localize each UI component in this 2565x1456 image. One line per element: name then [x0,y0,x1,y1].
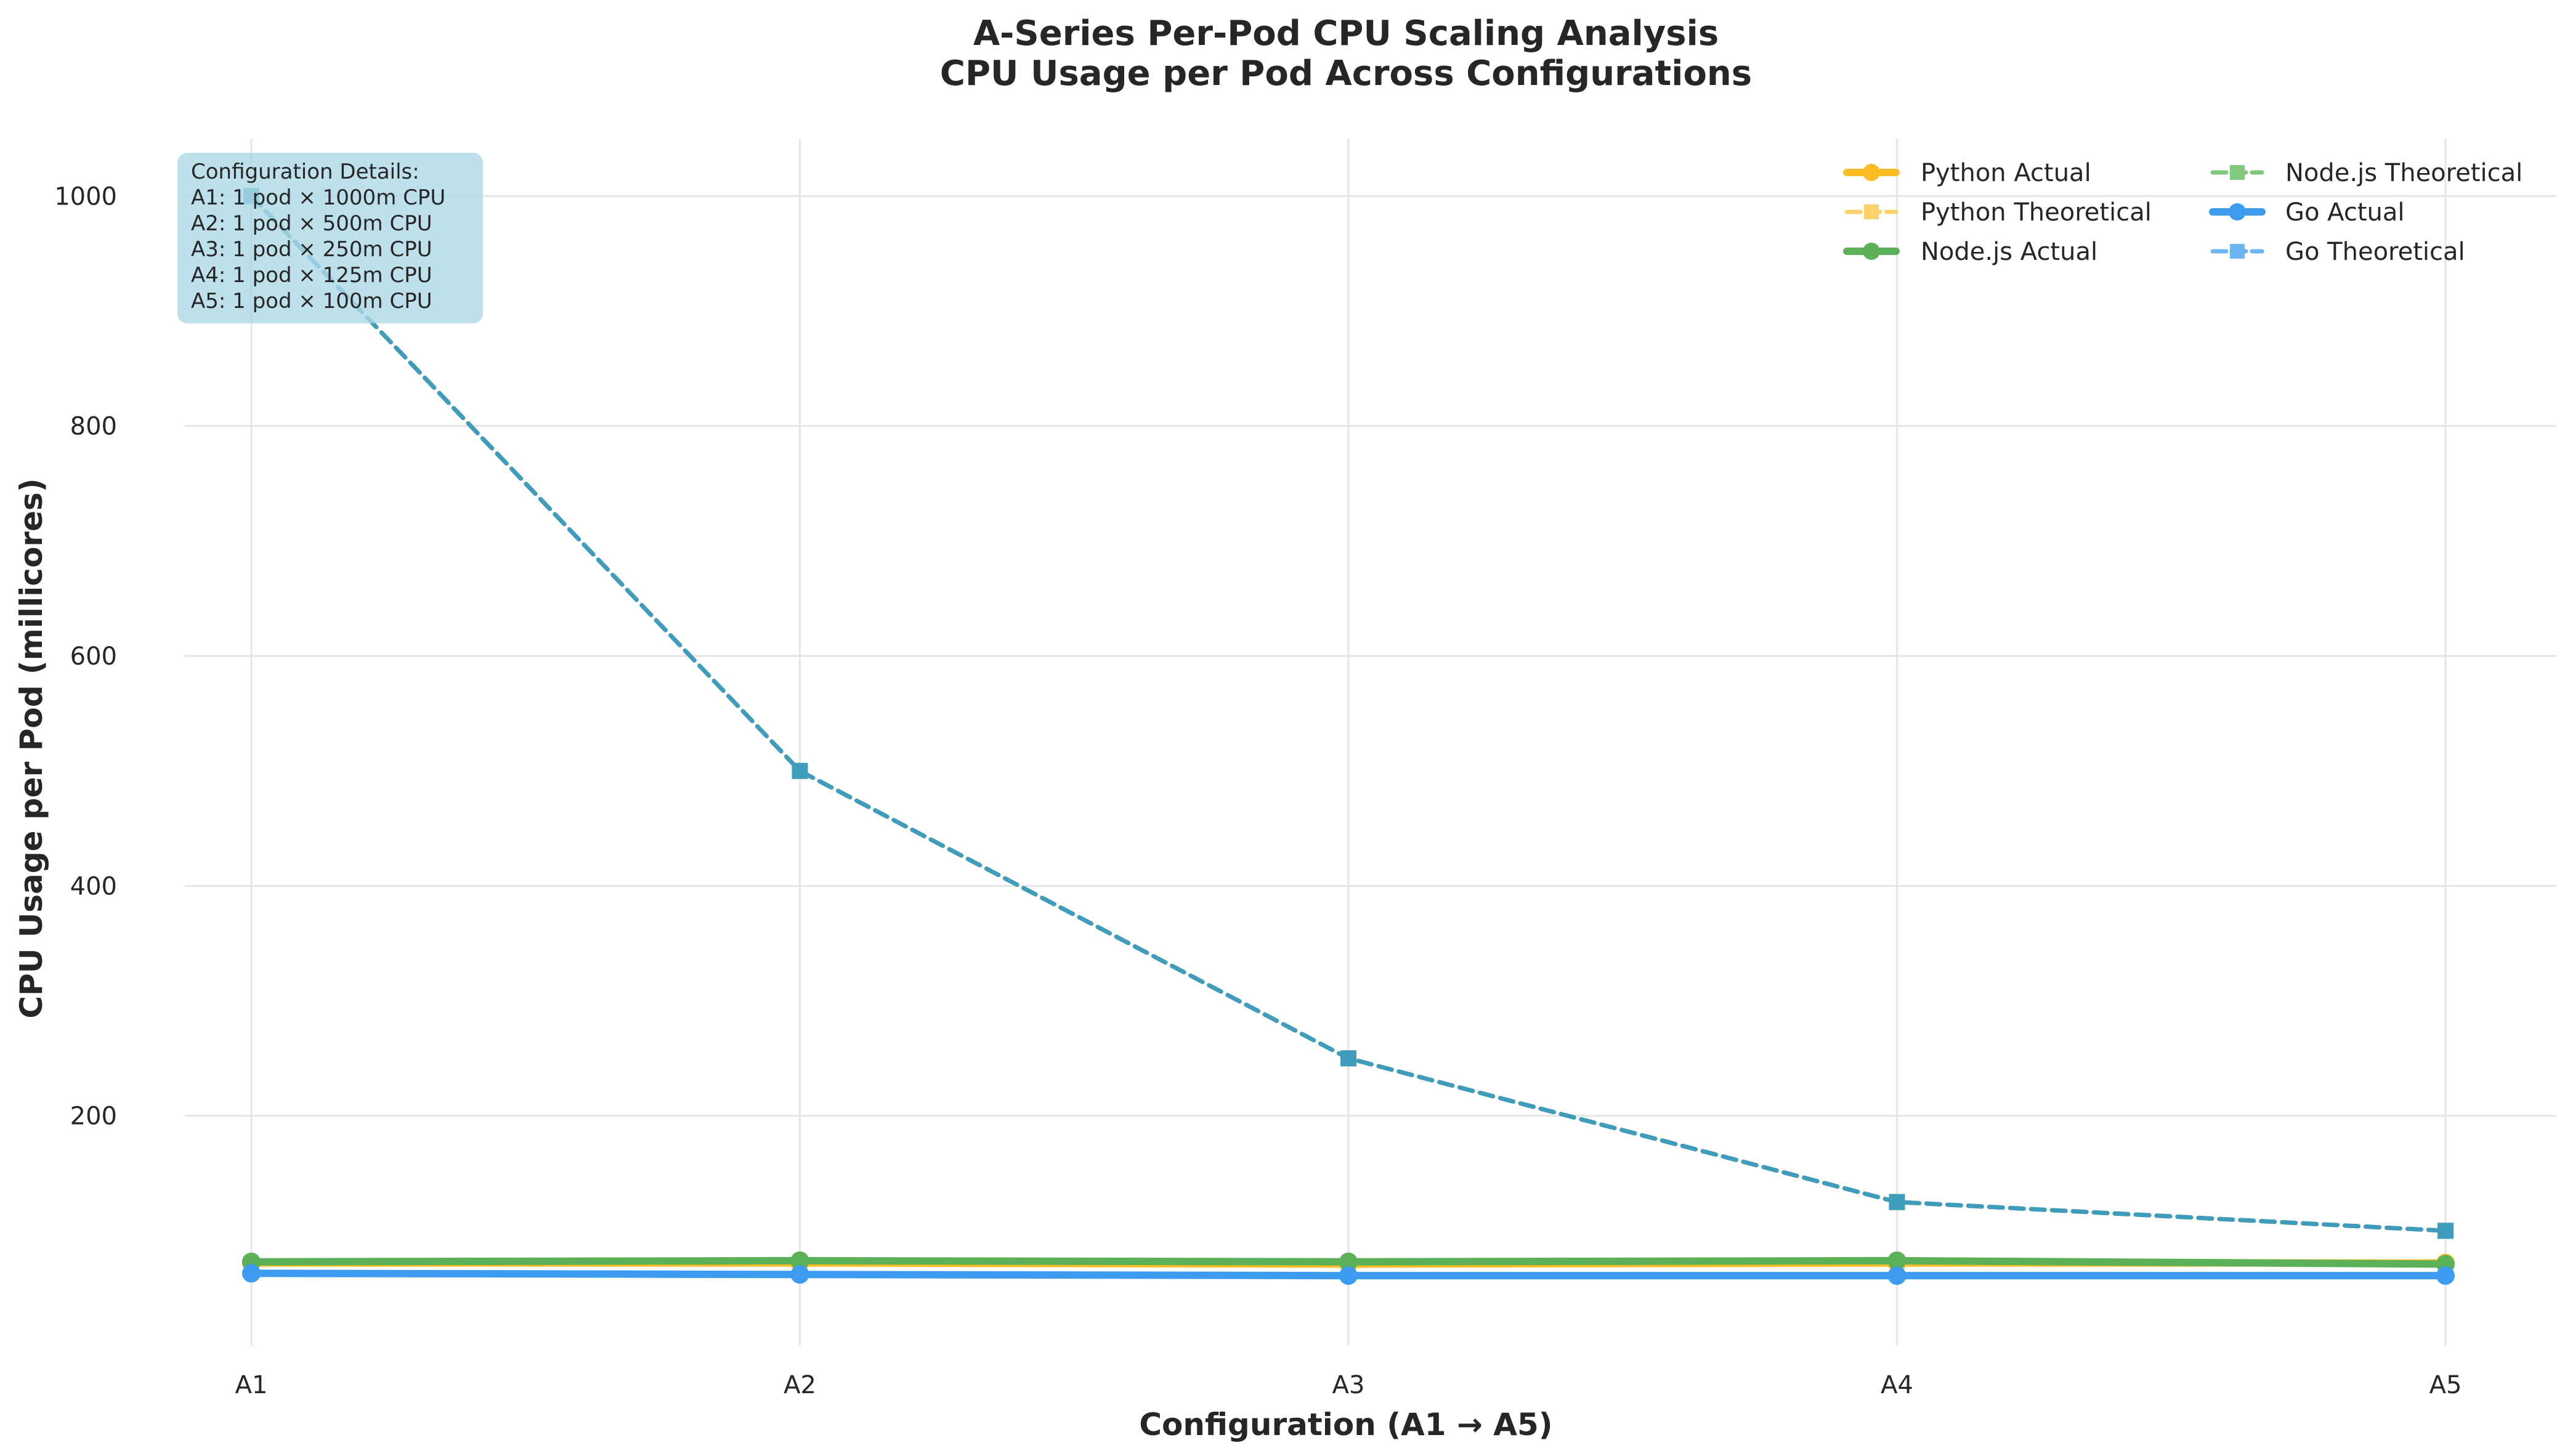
y-tick-label: 200 [70,1102,117,1131]
legend-marker-nodejs-actual [1863,243,1880,260]
legend-marker-go-theoretical [2230,244,2245,259]
annotation-line: A3: 1 pod × 250m CPU [191,237,432,262]
series-go-actual [242,1264,2455,1285]
legend-item-nodejs-theoretical: Node.js Theoretical [2210,159,2522,187]
chart-subtitle: CPU Usage per Pod Across Configurations [940,54,1752,94]
annotation-background [177,153,483,323]
data-point-node-js-actual [1887,1251,1907,1270]
annotation-line: Configuration Details: [191,160,419,184]
legend: Python Actual Python Theoretical Node.js… [1843,159,2522,266]
legend-item-go-theoretical: Go Theoretical [2210,238,2465,266]
annotation-line: A5: 1 pod × 100m CPU [191,289,432,313]
legend-label: Go Actual [2285,198,2405,227]
data-point-go-actual [242,1264,261,1283]
x-tick-label: A2 [784,1371,816,1399]
data-point-go-actual [1339,1266,1358,1285]
data-point-go-theoretical [2437,1223,2454,1239]
grid [185,139,2556,1346]
y-tick-label: 600 [70,642,117,671]
series-layer [242,188,2455,1285]
legend-label: Node.js Actual [1921,238,2097,266]
legend-label: Go Theoretical [2285,238,2465,266]
legend-label: Python Actual [1921,159,2091,187]
series-node-js-actual [242,1251,2455,1274]
annotation-line: A4: 1 pod × 125m CPU [191,263,432,288]
data-point-go-actual [790,1265,809,1284]
y-axis-label: CPU Usage per Pod (millicores) [14,478,49,1018]
legend-marker-go-actual [2229,203,2246,220]
legend-marker-nodejs-theoretical [2230,165,2245,180]
data-point-go-actual [2436,1266,2455,1285]
data-point-go-actual [1887,1266,1907,1285]
legend-marker-python-actual [1863,164,1880,181]
data-point-node-js-actual [790,1251,809,1270]
data-point-go-theoretical [1340,1050,1356,1067]
x-tick-label: A5 [2429,1371,2462,1399]
legend-item-python-theoretical: Python Theoretical [1844,198,2152,227]
legend-marker-python-theoretical [1864,204,1879,219]
y-tick-label: 1000 [54,182,117,211]
data-point-go-theoretical [792,762,808,779]
legend-label: Node.js Theoretical [2285,159,2522,187]
y-tick-label: 400 [70,872,117,900]
chart-title: A-Series Per-Pod CPU Scaling Analysis [973,14,1719,54]
annotation-line: A2: 1 pod × 500m CPU [191,211,432,236]
x-tick-label: A1 [235,1371,268,1399]
data-point-node-js-actual [1339,1252,1358,1271]
x-axis-label: Configuration (A1 → A5) [1139,1407,1552,1442]
legend-label: Python Theoretical [1921,198,2152,227]
annotation-line: A1: 1 pod × 1000m CPU [191,185,445,210]
configuration-details-box: Configuration Details: A1: 1 pod × 1000m… [177,153,483,323]
x-tick-label: A3 [1332,1371,1365,1399]
data-point-go-theoretical [1889,1194,1905,1210]
legend-item-nodejs-actual: Node.js Actual [1843,238,2097,266]
legend-item-python-actual: Python Actual [1843,159,2091,187]
x-tick-label: A4 [1881,1371,1913,1399]
legend-item-go-actual: Go Actual [2209,198,2405,227]
tick-labels: 200 400 600 800 1000 A1 A2 A3 A4 A5 [54,182,2462,1399]
y-tick-label: 800 [70,413,117,441]
